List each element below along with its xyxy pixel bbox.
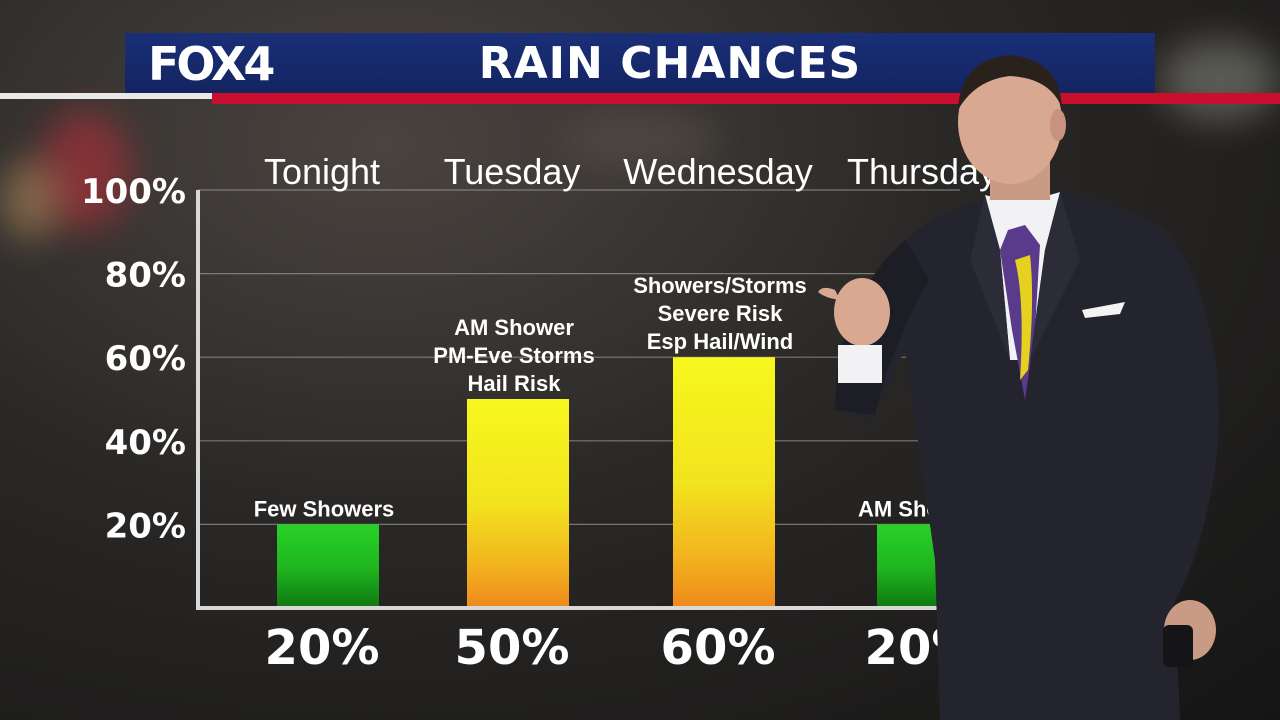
y-tick-label: 60% [105, 339, 186, 379]
bar [467, 399, 569, 606]
bar-annotation: Showers/Storms [633, 273, 807, 298]
bar-annotation: Few Showers [254, 496, 395, 521]
bars [277, 357, 979, 606]
header-red-rule [212, 93, 1280, 104]
page-title: RAIN CHANCES [478, 38, 862, 89]
y-tick-label: 20% [105, 506, 186, 546]
bar-annotation: Esp Hail/Wind [647, 329, 793, 354]
bar-annotation: Hail Risk [468, 371, 562, 396]
category-label: Tuesday [444, 151, 581, 192]
category-label: Tonight [264, 151, 380, 192]
bar-annotation: Severe Risk [658, 301, 784, 326]
y-tick-label: 100% [81, 172, 186, 212]
header-white-rule [0, 93, 212, 99]
bar [277, 524, 379, 606]
category-labels: Tonight Tuesday Wednesday Thursday [264, 151, 997, 192]
value-label: 60% [661, 620, 776, 676]
value-label: 50% [455, 620, 570, 676]
background-light-amber [0, 160, 60, 240]
background-light-soft [560, 110, 720, 170]
value-label: 20% [265, 620, 380, 676]
station-logo: FOX4 [148, 37, 275, 91]
bar [673, 357, 775, 606]
bar-annotation: PM-Eve Storms [433, 343, 594, 368]
category-label: Wednesday [623, 151, 812, 192]
bar-annotations: Few Showers AM Shower PM-Eve Storms Hail Ri… [254, 273, 990, 521]
background-light-white [1160, 40, 1280, 120]
y-tick-label: 80% [105, 256, 186, 296]
bar-annotation: AM Shower [454, 315, 574, 340]
y-tick-label: 40% [105, 423, 186, 463]
y-tick-labels: 20% 40% 60% 80% 100% [81, 172, 186, 546]
